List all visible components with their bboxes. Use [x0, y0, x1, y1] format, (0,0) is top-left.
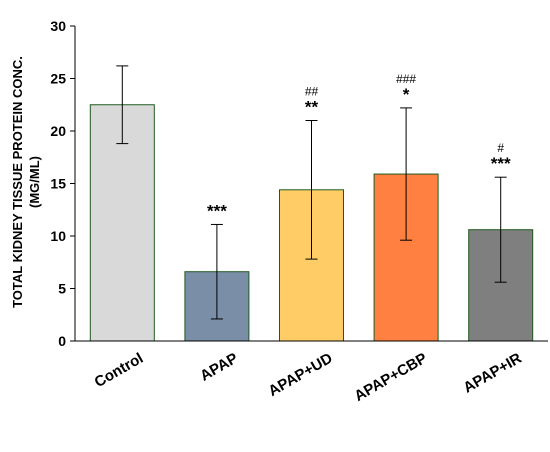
x-tick-label: APAP+CBP	[351, 350, 430, 405]
y-tick-label: 15	[50, 176, 66, 192]
x-axis-labels: Control APAP APAP+UD APAP+CBP APAP+IR	[92, 350, 525, 405]
significance-stars: **	[305, 98, 319, 117]
significance-stars: ***	[207, 201, 227, 220]
x-tick-label: APAP+IR	[460, 350, 524, 397]
y-axis-title-line-1: TOTAL KIDNEY TISSUE PROTEIN CONC.	[10, 56, 25, 308]
y-tick-label: 20	[50, 123, 66, 139]
x-tick-label: APAP+UD	[266, 350, 336, 400]
y-tick-label: 25	[50, 71, 66, 87]
y-tick-label: 0	[58, 333, 66, 349]
error-bars	[116, 65, 507, 320]
y-tick-label: 10	[50, 228, 66, 244]
y-tick-label: 5	[58, 281, 66, 297]
significance-hashes: #	[497, 141, 504, 155]
significance-stars: ***	[491, 154, 511, 173]
significance-stars: *	[403, 85, 410, 104]
significance-hashes: ###	[396, 72, 416, 86]
y-axis-ticks: 0 5 10 15 20 25 30	[50, 18, 75, 349]
significance-annotations: *****## *###***#	[207, 72, 511, 221]
x-tick-label: APAP	[197, 350, 241, 385]
y-axis-title: TOTAL KIDNEY TISSUE PROTEIN CONC. (MG/ML…	[10, 56, 42, 308]
y-tick-label: 30	[50, 18, 66, 34]
significance-hashes: ##	[305, 85, 319, 99]
y-axis-title-line-2: (MG/ML)	[27, 156, 42, 208]
x-tick-label: Control	[92, 350, 147, 391]
